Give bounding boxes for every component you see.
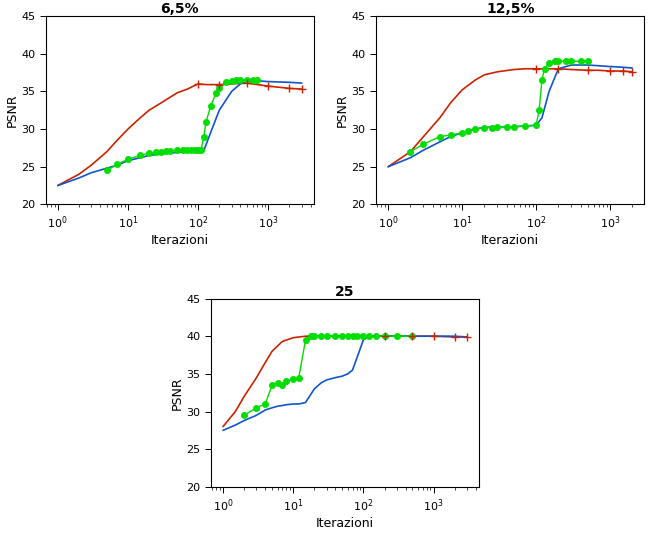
Title: 12,5%: 12,5% xyxy=(486,2,534,16)
X-axis label: Iterazioni: Iterazioni xyxy=(151,234,209,247)
X-axis label: Iterazioni: Iterazioni xyxy=(316,517,374,530)
X-axis label: Iterazioni: Iterazioni xyxy=(481,234,539,247)
Y-axis label: PSNR: PSNR xyxy=(336,94,349,127)
Title: 6,5%: 6,5% xyxy=(161,2,199,16)
Title: 25: 25 xyxy=(335,285,355,299)
Y-axis label: PSNR: PSNR xyxy=(5,94,18,127)
Y-axis label: PSNR: PSNR xyxy=(171,376,184,409)
